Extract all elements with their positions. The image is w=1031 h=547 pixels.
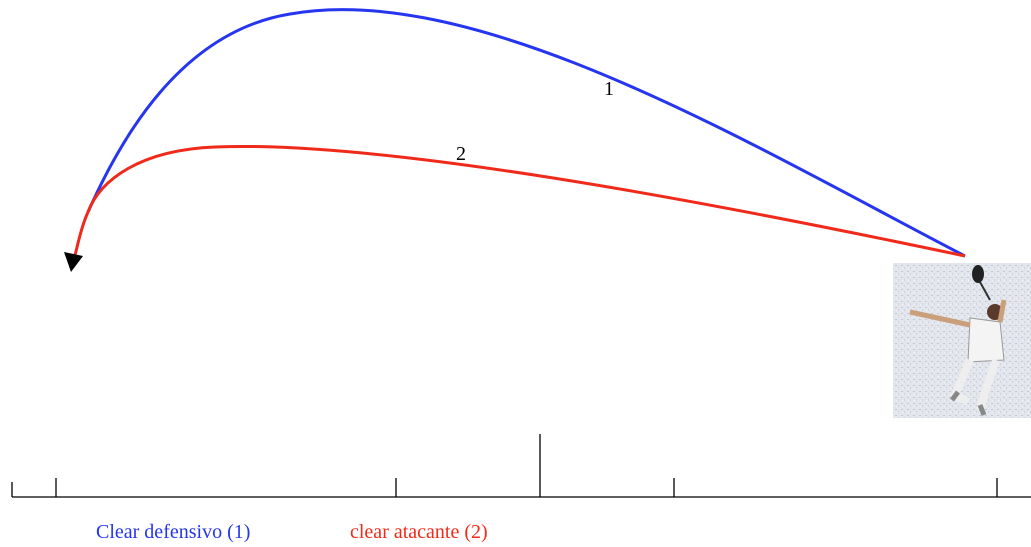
trajectory-defensive (86, 8, 966, 258)
caption-defensive: Clear defensivo (1) (96, 521, 250, 543)
player-image (893, 263, 1031, 418)
court-line (11, 434, 1031, 498)
trajectory-label: 2 (456, 143, 466, 165)
caption-attacking: clear atacante (2) (350, 521, 488, 543)
trajectory-attacking (73, 144, 966, 258)
arrowhead (64, 252, 83, 272)
trajectory-label: 1 (604, 78, 614, 100)
